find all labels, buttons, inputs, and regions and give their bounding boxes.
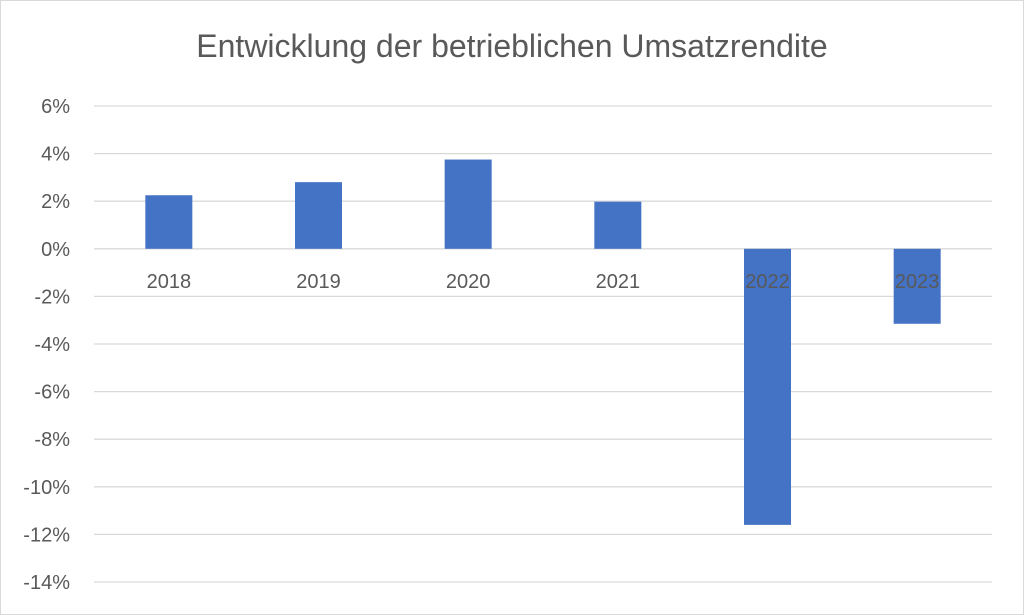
bar-2023 — [893, 248, 941, 324]
x-tick-label: 2021 — [596, 271, 641, 293]
bar-2019 — [295, 182, 342, 249]
y-tick-label: -8% — [34, 429, 70, 451]
y-tick-label: 4% — [41, 144, 70, 166]
bar-2022 — [744, 248, 791, 525]
x-tick-label: 2019 — [296, 271, 341, 293]
chart-title: Entwicklung der betrieblichen Umsatzrend… — [196, 28, 828, 64]
y-tick-label: 2% — [41, 191, 70, 213]
y-tick-label: -12% — [23, 524, 70, 546]
y-tick-label: -6% — [34, 382, 70, 404]
x-tick-label: 2020 — [446, 271, 491, 293]
bar-2018 — [145, 195, 193, 249]
y-tick-label: -4% — [34, 334, 70, 356]
y-tick-label: -10% — [23, 477, 70, 499]
x-tick-label: 2023 — [895, 271, 940, 293]
y-tick-label: -14% — [23, 572, 70, 594]
y-tick-label: -2% — [34, 286, 70, 308]
y-tick-label: 0% — [41, 239, 70, 261]
x-tick-label: 2022 — [745, 271, 790, 293]
y-tick-label: 6% — [41, 96, 70, 118]
x-tick-label: 2018 — [147, 271, 192, 293]
bar-2020 — [444, 159, 492, 249]
bar-2021 — [594, 201, 642, 249]
